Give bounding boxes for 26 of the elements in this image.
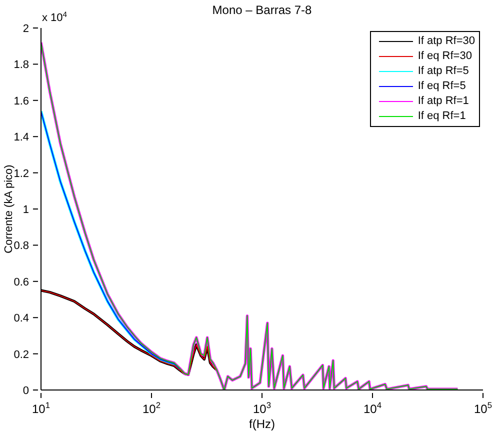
legend-label: If eq Rf=30 — [418, 49, 472, 64]
y-tick-label: 1.4 — [14, 132, 29, 144]
x-tick-label: 10$^{2}$ — [142, 400, 161, 416]
y-tick-label: 2 — [22, 23, 29, 35]
legend-label: If eq Rf=5 — [418, 79, 466, 94]
legend-label: If eq Rf=1 — [418, 109, 466, 124]
x-tick-label: 10$^{5}$ — [474, 400, 492, 416]
y-tick-label: 1 — [22, 204, 29, 216]
legend-label: If atp Rf=1 — [418, 94, 469, 109]
y-tick-label: 1.6 — [14, 95, 29, 108]
chart-title: Mono – Barras 7-8 — [212, 3, 312, 17]
y-axis-title: Corrente (kA pico) — [3, 164, 15, 254]
text: x 10$^{4}$ — [42, 10, 68, 24]
y-tick-label: 0.2 — [14, 348, 29, 361]
y-tick-label: 0.6 — [14, 276, 29, 288]
x-axis-title: f(Hz) — [249, 417, 275, 431]
y-tick-label: 0 — [22, 385, 29, 397]
legend-label: If atp Rf=30 — [418, 34, 475, 49]
y-tick-label: 1.2 — [14, 168, 29, 180]
y-tick-label: 1.8 — [14, 59, 29, 72]
x-tick-label: 10$^{3}$ — [252, 400, 272, 416]
y-tick-label: 0.4 — [14, 312, 29, 325]
legend-label: If atp Rf=5 — [418, 64, 469, 79]
x-tick-label: 10$^{4}$ — [363, 400, 382, 416]
y-tick-label: 0.8 — [14, 240, 29, 252]
x-tick-label: 10$^{1}$ — [32, 400, 50, 416]
